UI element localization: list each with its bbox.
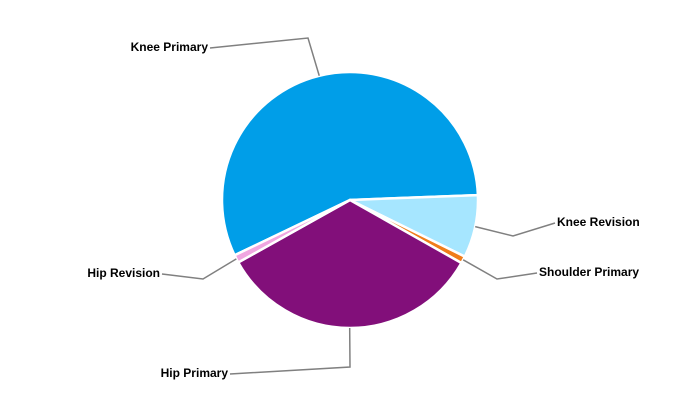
- slice-label: Hip Revision: [87, 266, 160, 280]
- leader-line: [462, 259, 538, 280]
- leader-line: [209, 37, 320, 76]
- slice-label: Knee Revision: [557, 215, 640, 229]
- leader-line: [161, 258, 237, 280]
- leader-line: [229, 327, 351, 375]
- slice-label: Shoulder Primary: [539, 265, 639, 279]
- slice-label: Knee Primary: [131, 40, 209, 54]
- pie-slice: [220, 70, 480, 257]
- slice-label: Hip Primary: [161, 366, 229, 380]
- leader-line: [475, 222, 556, 237]
